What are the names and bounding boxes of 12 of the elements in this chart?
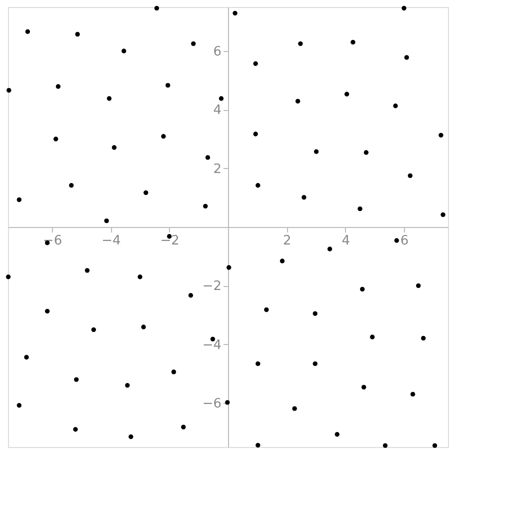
x-tick-label: 4: [342, 234, 350, 248]
y-tick-label: −6: [202, 396, 222, 412]
y-tick-label: 6: [213, 44, 222, 60]
x-tick-label: −2: [160, 234, 180, 248]
x-tick-label: −6: [42, 234, 62, 248]
y-tick-label: −4: [202, 338, 222, 353]
y-tick-label: −2: [202, 279, 222, 294]
x-tick-label: −4: [102, 234, 121, 248]
y-tick-label: 2: [213, 162, 222, 177]
y-tick-label: 4: [213, 103, 222, 118]
x-tick-label: 2: [283, 234, 292, 248]
x-tick-label: 6: [400, 234, 409, 248]
